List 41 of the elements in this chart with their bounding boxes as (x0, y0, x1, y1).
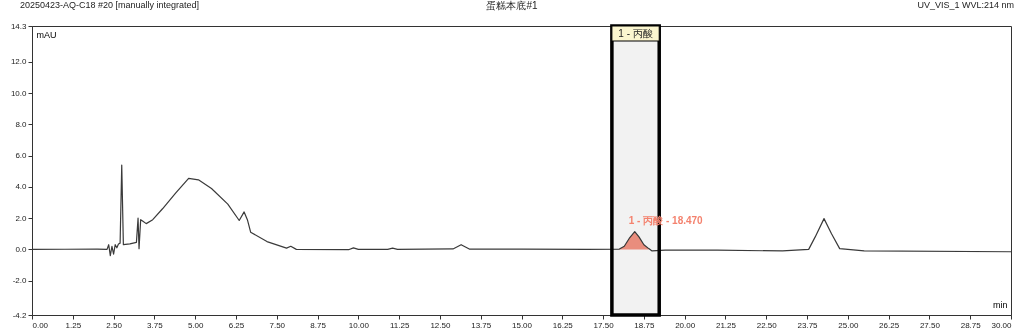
y-tick-label: 0.0 (15, 244, 28, 254)
y-tick-label: 8.0 (15, 119, 28, 129)
x-tick-label: 6.25 (228, 320, 245, 328)
text: UV_VIS_1 WVL:214 nm (917, 0, 1014, 11)
chart-title: 蛋糕本底#1 (486, 0, 538, 11)
x-axis-title: min (992, 299, 1008, 310)
x-tick-label: 17.50 (593, 320, 615, 328)
x-tick-label: 21.25 (715, 320, 737, 328)
y-tick-label: 6.0 (15, 151, 28, 161)
x-tick-label: 28.75 (960, 320, 982, 328)
x-tick-label: 1.25 (65, 320, 82, 328)
x-tick-label: 10.00 (348, 320, 370, 328)
x-tick-label: 8.75 (310, 320, 327, 328)
x-tick-label: 16.25 (552, 320, 574, 328)
x-tick-label: 2.50 (106, 320, 123, 328)
x-tick-label: 27.50 (919, 320, 941, 328)
x-tick-label: 26.25 (879, 320, 900, 328)
y-tick-label: -2.0 (12, 276, 28, 286)
y-tick-label: -4.2 (12, 310, 28, 320)
x-tick-label: 20.00 (675, 320, 696, 328)
x-tick-label: 12.50 (430, 320, 451, 328)
x-tick-label: 7.50 (269, 320, 286, 328)
x-tick-label: 5.00 (187, 320, 204, 328)
x-tick-label: 30.00 (991, 320, 1013, 328)
band-label: 1 - 丙酸 (618, 27, 653, 39)
x-tick-label: 11.25 (389, 320, 410, 328)
y-tick-label: 4.0 (15, 182, 28, 192)
x-tick-label: 0.00 (32, 320, 49, 328)
x-tick-label: 22.50 (756, 320, 778, 328)
y-tick-label: 10.0 (10, 88, 28, 98)
x-tick-label: 25.00 (838, 320, 859, 328)
y-axis-title: mAU (36, 29, 57, 40)
x-tick-label: 18.75 (634, 320, 655, 328)
x-tick-label: 3.75 (147, 320, 164, 328)
x-tick-label: 15.00 (511, 320, 533, 328)
x-tick-label: 23.75 (797, 320, 819, 328)
y-tick-label: 2.0 (15, 213, 28, 223)
text: 20250423-AQ-C18 #20 [manually integrated] (20, 0, 200, 11)
y-tick-label: 14.3 (10, 21, 28, 31)
x-tick-label: 13.75 (471, 320, 492, 328)
y-tick-label: 12.0 (10, 57, 28, 67)
